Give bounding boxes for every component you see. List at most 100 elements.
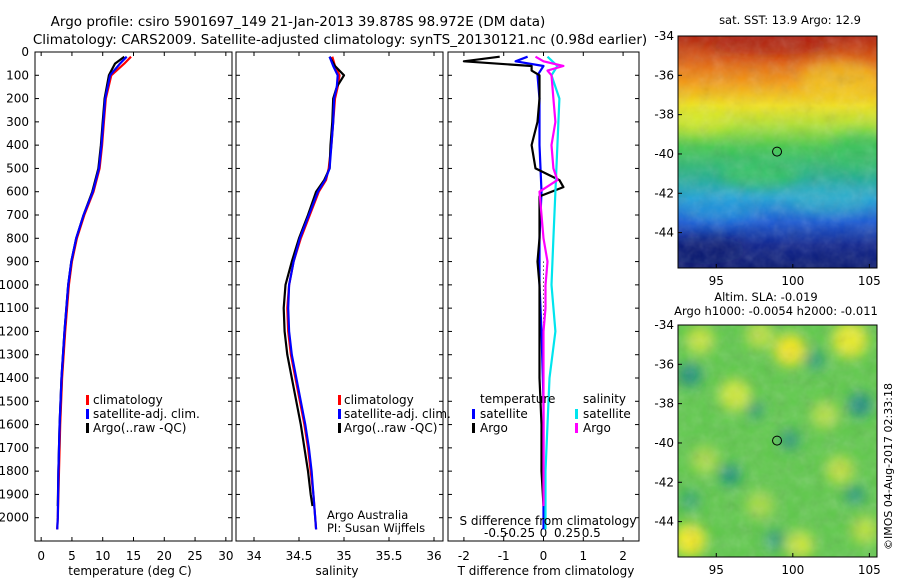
map-x-tick-label: 100: [781, 563, 804, 577]
salinity-xlabel: salinity: [315, 564, 358, 578]
map-x-tick-label: 105: [858, 563, 881, 577]
x-tick-label: 25: [187, 549, 202, 563]
sla-map-frame: [677, 324, 878, 558]
temperature-lines: [56, 55, 132, 530]
map-x-tick-label: 105: [858, 274, 881, 288]
depth-tick-label: 1600: [0, 418, 29, 432]
depth-tick-label: 1300: [0, 348, 29, 362]
sla-map-title: Altim. SLA: -0.019: [714, 290, 818, 304]
map-y-tick-label: -36: [654, 357, 674, 371]
x-tick-label: 1: [579, 549, 587, 563]
sla-argo-location-marker: [772, 435, 783, 446]
difference-top-label: S difference from climatology: [460, 514, 637, 528]
x-tick-label: 5: [68, 549, 76, 563]
top-tick-label: 0.5: [582, 526, 601, 540]
depth-tick-label: 1700: [0, 441, 29, 455]
legend-label-argo: Argo(..raw -QC): [344, 421, 437, 435]
legend-swatch-temp-argo: [472, 423, 475, 433]
depth-tick-label: 1200: [0, 324, 29, 338]
top-tick-label: 0.25: [554, 526, 581, 540]
map-y-tick-label: -40: [654, 147, 674, 161]
depth-tick-label: 2000: [0, 511, 29, 525]
legend-swatch-satellite: [86, 409, 89, 419]
temperature-axes: [34, 51, 233, 542]
map-x-tick-label: 100: [781, 274, 804, 288]
top-tick-label: 0: [540, 526, 548, 540]
depth-tick-label: 500: [6, 161, 29, 175]
legend-label-climatology: climatology: [344, 393, 414, 407]
x-tick-label: 30: [218, 549, 233, 563]
imos-credit: ©IMOS 04-Aug-2017 02:33:18: [882, 383, 895, 550]
figure-title-line1: Argo profile: csiro 5901697_149 21-Jan-2…: [51, 14, 546, 30]
map-y-tick-label: -42: [654, 475, 674, 489]
x-tick-label: 0: [37, 549, 45, 563]
depth-tick-label: 300: [6, 115, 29, 129]
legend-swatch-climatology: [86, 395, 89, 405]
difference-legend: temperature salinity satellite Argo sate…: [472, 392, 631, 435]
x-tick-label: 2: [619, 549, 627, 563]
x-tick-label: -2: [458, 549, 470, 563]
salinity-axes: [235, 51, 444, 542]
legend-swatch-climatology: [338, 395, 341, 405]
legend-label-temp-satellite: satellite: [480, 407, 528, 421]
map-y-tick-label: -40: [654, 436, 674, 450]
salinity-lines: [282, 56, 346, 530]
sla-map-subtitle: Argo h1000: -0.0054 h2000: -0.011: [674, 304, 878, 318]
x-tick-label: 34.5: [286, 549, 313, 563]
series-line-satellite-adj-clim-: [287, 56, 339, 530]
map-y-tick-label: -38: [654, 397, 674, 411]
sst-map: [678, 36, 877, 268]
depth-tick-label: 1100: [0, 301, 29, 315]
x-tick-label: 20: [157, 549, 172, 563]
legend-label-climatology: climatology: [93, 393, 163, 407]
legend-swatch-argo: [86, 423, 89, 433]
temperature-xlabel: temperature (deg C): [68, 564, 191, 578]
sla-map-ticks: 95 100 105 -34 -36 -38 -40 -42 -44: [654, 318, 880, 577]
x-tick-label: 36: [426, 549, 441, 563]
sst-noise: [678, 36, 877, 268]
series-line-satellite-adj-clim-: [56, 55, 128, 530]
salinity-ticks: 34 34.5 35 35.5 36: [236, 51, 443, 563]
temperature-ticks: 0 5 10 15 20 25 30: [35, 51, 233, 563]
legend-swatch-temp-satellite: [472, 409, 475, 419]
sst-map-ticks: 95 100 105 -34 -36 -38 -40 -42 -44: [654, 29, 880, 288]
depth-tick-label: 800: [6, 231, 29, 245]
legend-swatch-sal-argo: [575, 423, 578, 433]
x-tick-label: -1: [498, 549, 510, 563]
series-line-salinity-argo: [534, 55, 565, 507]
map-y-tick-label: -44: [654, 226, 674, 240]
legend-label-temp-argo: Argo: [480, 421, 508, 435]
legend-swatch-sal-satellite: [575, 409, 578, 419]
legend-group-title-salinity: salinity: [583, 392, 626, 406]
map-y-tick-label: -42: [654, 186, 674, 200]
depth-tick-label: 100: [6, 68, 29, 82]
legend-label-sal-argo: Argo: [583, 421, 611, 435]
temperature-legend: climatology satellite-adj. clim. Argo(..…: [86, 393, 200, 435]
sla-map: [678, 325, 877, 557]
legend-swatch-satellite: [338, 409, 341, 419]
sst-map-frame: [677, 35, 878, 269]
x-tick-label: 35: [336, 549, 351, 563]
sla-noise: [678, 325, 877, 557]
map-y-tick-label: -34: [654, 29, 674, 43]
series-line-temperature-argo: [462, 55, 565, 507]
figure-title-line2: Climatology: CARS2009. Satellite-adjuste…: [33, 32, 647, 48]
depth-tick-label: 900: [6, 255, 29, 269]
depth-tick-label: 1500: [0, 394, 29, 408]
legend-label-satellite: satellite-adj. clim.: [93, 407, 200, 421]
depth-tick-label: 1900: [0, 487, 29, 501]
depth-tick-label: 400: [6, 138, 29, 152]
x-tick-label: 10: [95, 549, 110, 563]
x-tick-label: 34: [246, 549, 261, 563]
map-y-tick-label: -34: [654, 318, 674, 332]
depth-tick-label: 600: [6, 185, 29, 199]
salinity-legend: climatology satellite-adj. clim. Argo(..…: [338, 393, 451, 435]
depth-tick-label: 0: [21, 45, 29, 59]
map-x-tick-label: 95: [709, 563, 724, 577]
legend-label-satellite: satellite-adj. clim.: [344, 407, 451, 421]
map-y-tick-label: -36: [654, 68, 674, 82]
difference-ticks: -2 -1 0 1 2 -0.5-0.25 0 0.25 0.5: [448, 51, 639, 563]
legend-swatch-argo: [338, 423, 341, 433]
legend-label-argo: Argo(..raw -QC): [93, 421, 186, 435]
